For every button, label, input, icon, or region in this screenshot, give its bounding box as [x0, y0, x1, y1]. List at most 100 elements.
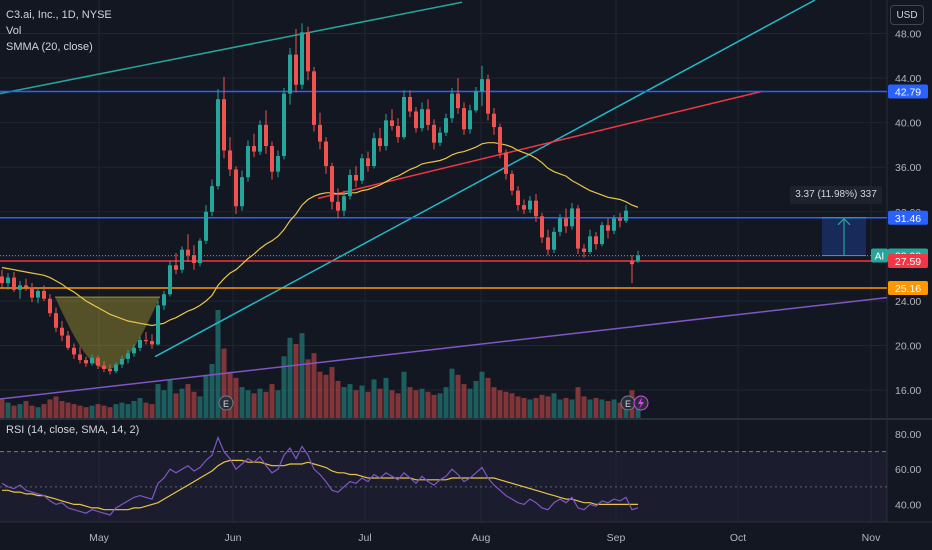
volume-bar	[233, 377, 239, 418]
volume-bar	[605, 401, 611, 418]
volume-bar	[23, 401, 29, 418]
volume-bar	[491, 387, 497, 418]
rsi-indicator-label[interactable]: RSI (14, close, SMA, 14, 2)	[6, 424, 140, 436]
currency-button[interactable]: USD	[890, 5, 924, 25]
volume-bar	[545, 396, 551, 418]
candle-body	[468, 110, 472, 130]
candle-body	[528, 200, 532, 210]
volume-bar	[263, 391, 269, 418]
candle-body	[126, 353, 130, 359]
candle-body	[588, 236, 592, 252]
volume-bar	[455, 374, 461, 418]
volume-bar	[437, 393, 443, 418]
candle-body	[168, 265, 172, 295]
candle-body	[264, 124, 268, 147]
candle-body	[450, 93, 454, 119]
candle-body	[54, 313, 58, 328]
candle-body	[612, 218, 616, 231]
candle-body	[120, 358, 124, 365]
candle-body	[84, 360, 88, 364]
volume-bar	[185, 384, 191, 418]
upper-channel-trendline	[0, 1, 463, 95]
volume-bar	[473, 380, 479, 418]
volume-bar	[71, 404, 77, 418]
volume-bar	[17, 404, 23, 418]
volume-bar	[617, 402, 623, 418]
volume-bar	[161, 390, 167, 418]
candle-body	[336, 201, 340, 211]
volume-bar	[425, 391, 431, 418]
candle-body	[366, 158, 370, 167]
candle-body	[414, 111, 418, 129]
candle-body	[216, 99, 220, 187]
rsi-band	[0, 451, 887, 522]
earnings-marker-label: E	[625, 399, 631, 409]
volume-bar	[293, 343, 299, 418]
candle-body	[498, 127, 502, 153]
volume-bar	[245, 390, 251, 418]
price-tag	[888, 253, 928, 268]
volume-bar	[227, 371, 233, 418]
time-axis-label: Sep	[607, 532, 626, 544]
volume-bar	[53, 396, 59, 418]
rsi-tick-label: 60.00	[895, 464, 921, 476]
candle-body	[180, 249, 184, 270]
smma-indicator-label[interactable]: SMMA (20, close)	[6, 41, 93, 53]
earnings-marker-icon	[218, 395, 234, 411]
candle-body	[234, 169, 238, 207]
measure-arrow-head	[837, 217, 851, 226]
volume-bar	[449, 368, 455, 418]
candle-body	[300, 32, 304, 85]
volume-bar	[257, 388, 263, 418]
candle-body	[438, 132, 442, 143]
lightning-glyph	[638, 397, 644, 409]
volume-bar	[137, 397, 143, 418]
candle-body	[156, 305, 160, 345]
candle-body	[378, 138, 382, 147]
candle-body	[72, 347, 76, 355]
candle-body	[90, 357, 94, 364]
volume-bar	[359, 385, 365, 418]
volume-bar	[593, 397, 599, 418]
volume-bar	[239, 387, 245, 418]
candle-body	[462, 108, 466, 130]
volume-bar	[539, 394, 545, 418]
candle-body	[132, 347, 136, 354]
volume-bar	[11, 405, 17, 418]
candle-body	[138, 339, 142, 348]
volume-bar	[479, 371, 485, 418]
volume-bar	[587, 399, 593, 418]
symbol-tag	[871, 248, 888, 263]
symbol-title[interactable]: C3.ai, Inc., 1D, NYSE	[6, 9, 112, 21]
candle-body	[432, 124, 436, 143]
candle-body	[558, 218, 562, 232]
volume-bar	[101, 405, 107, 418]
volume-bar	[401, 371, 407, 418]
volume-bar	[395, 393, 401, 418]
volume-bar	[95, 404, 101, 418]
candle-body	[114, 364, 118, 372]
rsi-tick-label: 80.00	[895, 429, 921, 441]
price-tick-label: 20.00	[895, 341, 921, 353]
candle-body	[510, 173, 514, 191]
candle-body	[564, 218, 568, 227]
volume-bar	[155, 384, 161, 418]
candle-body	[0, 276, 4, 284]
volume-indicator-label[interactable]: Vol	[6, 25, 22, 37]
candle-body	[600, 225, 604, 245]
volume-bar	[107, 407, 113, 418]
candle-body	[546, 237, 550, 250]
time-axis-label: Oct	[730, 532, 746, 544]
candle-body	[294, 54, 298, 85]
volume-bar	[113, 404, 119, 418]
candle-body	[348, 175, 352, 197]
volume-bar	[41, 404, 47, 418]
volume-bar	[59, 401, 65, 418]
candle-body	[102, 365, 106, 369]
candle-body	[30, 287, 34, 298]
candle-body	[402, 96, 406, 138]
volume-bar	[83, 407, 89, 418]
candle-body	[258, 124, 262, 152]
volume-bar	[287, 337, 293, 418]
